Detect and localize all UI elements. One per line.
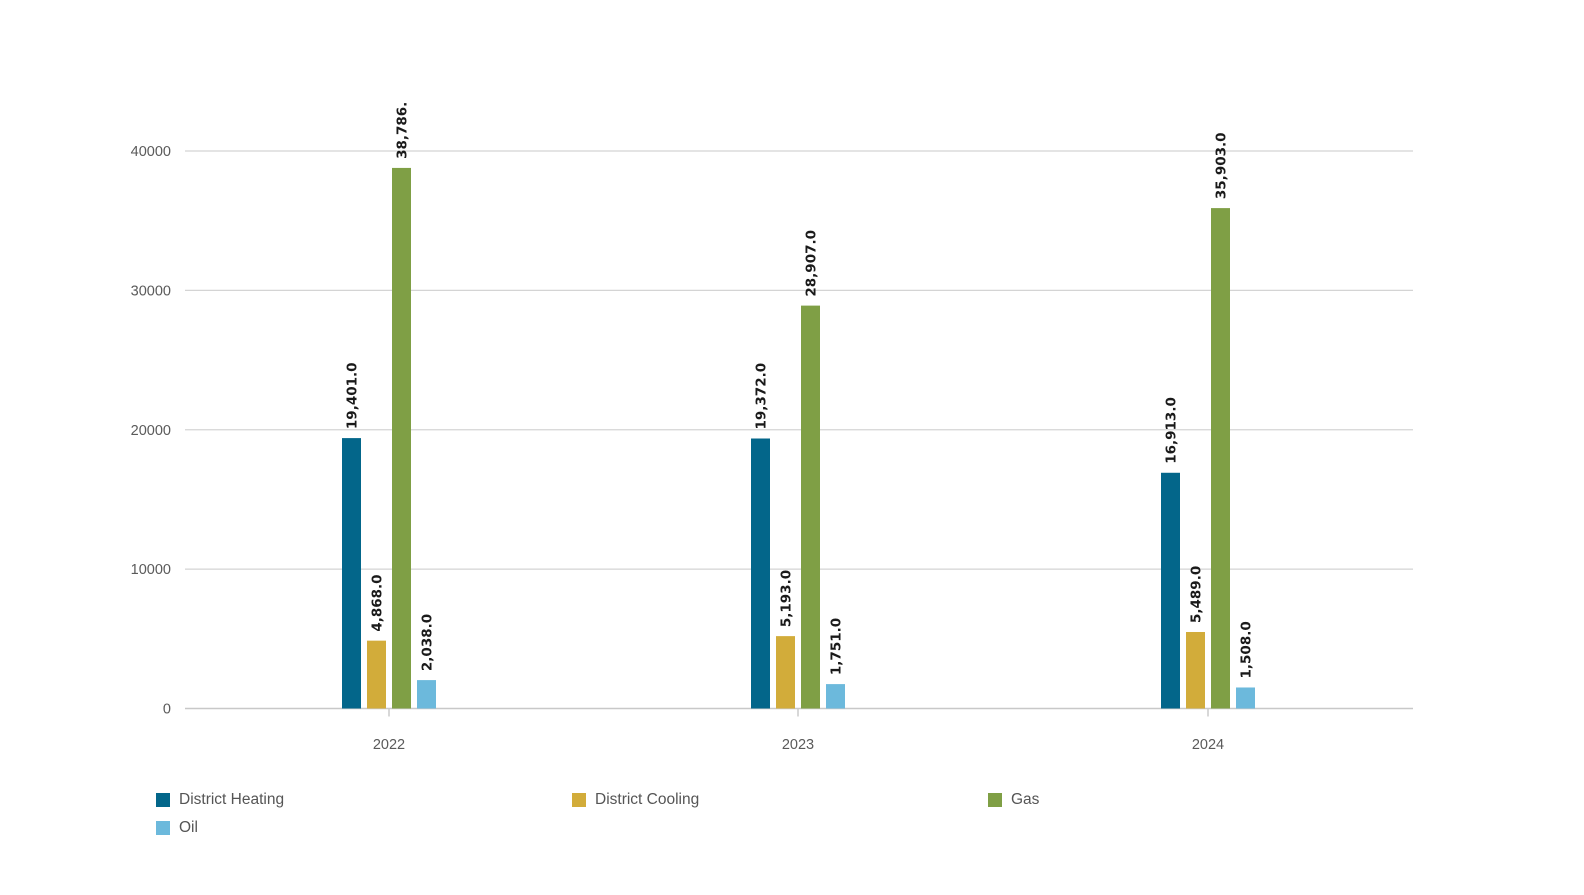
y-tick-label-10000: 10000 — [131, 562, 171, 578]
data-label-district-heating-2023: 19,372.0 — [754, 363, 770, 430]
data-label-district-cooling-2023: 5,193.0 — [779, 570, 795, 627]
bar-oil-2023 — [826, 684, 845, 709]
data-label-gas-2023: 28,907.0 — [804, 230, 820, 297]
bar-gas-2023 — [801, 305, 820, 709]
legend-swatch-gas — [988, 793, 1002, 807]
data-label-oil-2022: 2,038.0 — [420, 614, 436, 671]
bar-district-heating-2024 — [1161, 472, 1180, 709]
data-label-oil-2024: 1,508.0 — [1239, 621, 1255, 678]
legend-item-district-cooling[interactable]: District Cooling — [572, 790, 988, 810]
bar-district-heating-2023 — [751, 438, 770, 709]
y-tick-label-40000: 40000 — [131, 144, 171, 160]
bar-gas-2022 — [392, 167, 411, 709]
bar-oil-2024 — [1236, 687, 1255, 709]
data-label-oil-2023: 1,751.0 — [829, 618, 845, 675]
data-label-district-heating-2024: 16,913.0 — [1164, 397, 1180, 464]
legend-label-district-cooling: District Cooling — [595, 791, 700, 808]
legend-item-oil[interactable]: Oil — [156, 818, 572, 838]
legend-item-district-heating[interactable]: District Heating — [156, 790, 572, 810]
y-tick-label-20000: 20000 — [131, 423, 171, 439]
legend-label-oil: Oil — [179, 819, 198, 836]
y-tick-label-0: 0 — [163, 702, 171, 718]
legend-swatch-district-heating — [156, 793, 170, 807]
x-tick-label-2022: 2022 — [373, 737, 405, 753]
data-label-district-cooling-2022: 4,868.0 — [370, 574, 386, 631]
bar-district-cooling-2023 — [776, 636, 795, 709]
data-label-district-heating-2022: 19,401.0 — [345, 362, 361, 429]
legend-swatch-oil — [156, 821, 170, 835]
x-tick-label-2024: 2024 — [1192, 737, 1224, 753]
bar-district-cooling-2024 — [1186, 631, 1205, 709]
legend-label-gas: Gas — [1011, 791, 1040, 808]
data-label-gas-2024: 35,903.0 — [1214, 132, 1230, 199]
bar-gas-2024 — [1211, 208, 1230, 709]
bar-oil-2022 — [417, 680, 436, 709]
legend-label-district-heating: District Heating — [179, 791, 285, 808]
data-label-district-cooling-2024: 5,489.0 — [1189, 566, 1205, 623]
legend: District Heating District Cooling Gas Oi… — [156, 790, 1406, 838]
legend-swatch-district-cooling — [572, 793, 586, 807]
y-tick-label-30000: 30000 — [131, 283, 171, 299]
bar-district-heating-2022 — [342, 438, 361, 709]
x-tick-label-2023: 2023 — [782, 737, 814, 753]
data-label-gas-2022: 38,786. — [395, 102, 411, 159]
bar-district-cooling-2022 — [367, 640, 386, 709]
legend-item-gas[interactable]: Gas — [988, 790, 1404, 810]
